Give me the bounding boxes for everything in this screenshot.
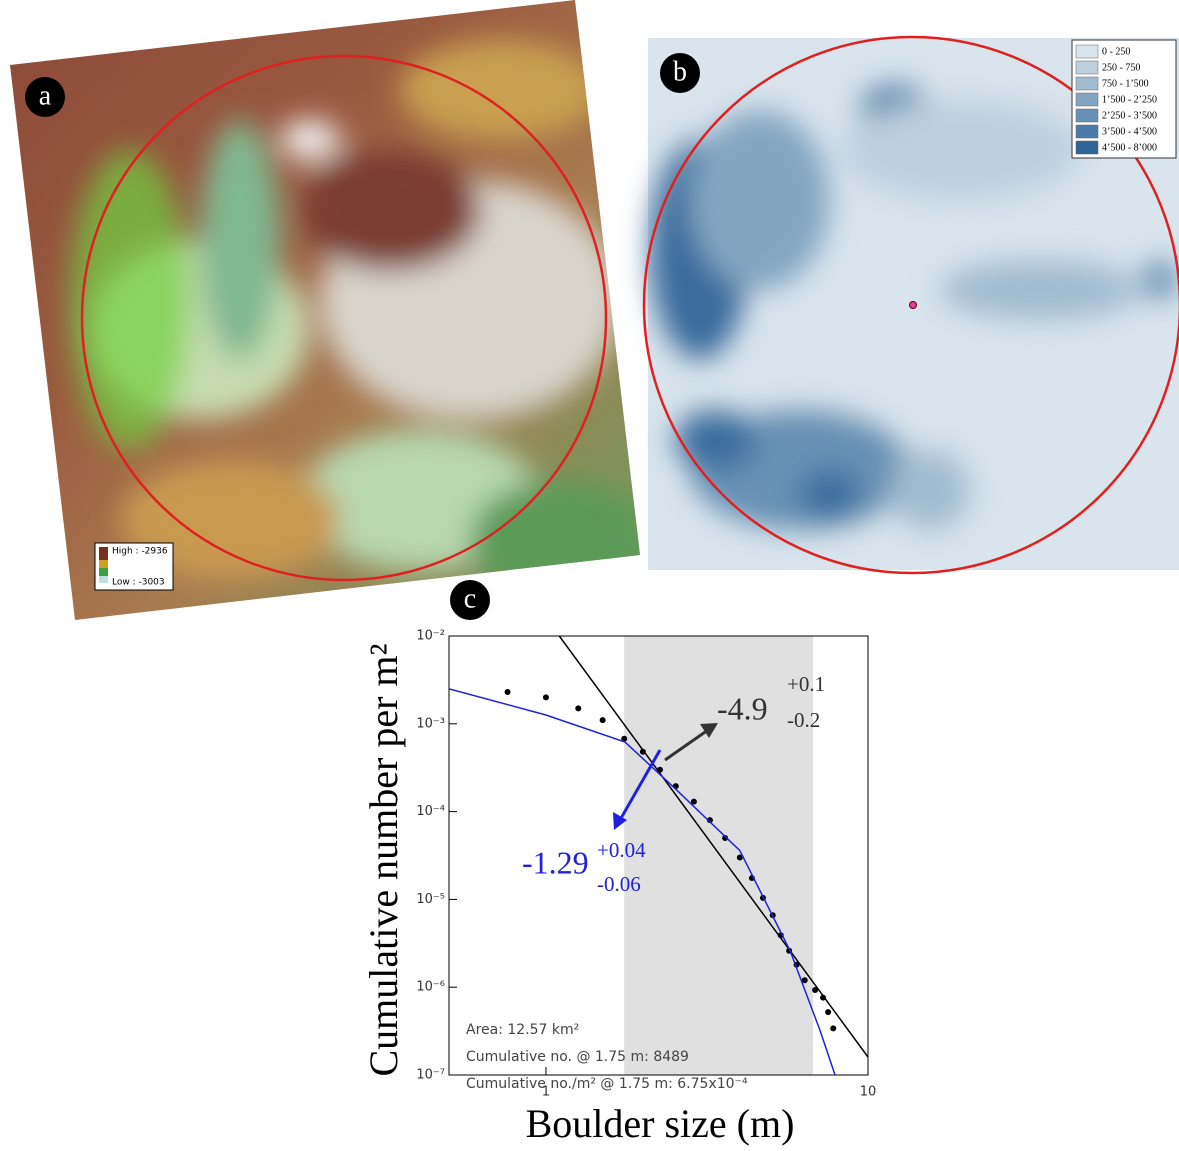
data-point <box>830 1025 836 1031</box>
y-axis-title: Cumulative number per m² <box>361 643 406 1076</box>
legend-label: 0 - 250 <box>1102 46 1130 57</box>
legend-swatch <box>1076 77 1098 90</box>
y-tick-label: 10⁻⁴ <box>416 804 445 819</box>
density-legend: 0 - 250 250 - 750 750 - 1’500 1’500 - 2’250… <box>1072 40 1176 158</box>
panel-label: c <box>464 583 476 614</box>
info-line: Area: 12.57 km² <box>466 1022 579 1038</box>
x-tick-label: 10 <box>860 1085 877 1100</box>
legend-label: 750 - 1’500 <box>1102 78 1149 89</box>
slope-lower: -0.2 <box>787 708 820 732</box>
y-tick-label: 10⁻³ <box>416 716 445 731</box>
legend-low: Low : -3003 <box>112 578 165 588</box>
legend-swatch <box>1076 125 1098 138</box>
data-point <box>825 1009 831 1015</box>
x-axis-title: Boulder size (m) <box>526 1101 795 1146</box>
legend-swatch <box>1076 109 1098 122</box>
data-point <box>543 694 549 700</box>
slope-value: -1.29 <box>522 844 589 880</box>
legend-label: 250 - 750 <box>1102 62 1140 73</box>
legend-label: 4’500 - 8’000 <box>1102 142 1157 153</box>
legend-swatch <box>1076 61 1098 74</box>
legend-label: 1’500 - 2’250 <box>1102 94 1157 105</box>
slope-lower: -0.06 <box>597 872 641 896</box>
panel-label: a <box>39 80 52 111</box>
legend-swatch <box>1076 93 1098 106</box>
elevation-legend: High : -2936 Low : -3003 <box>95 543 173 590</box>
data-point <box>600 717 606 723</box>
y-tick-label: 10⁻⁵ <box>416 892 445 907</box>
info-line: Cumulative no. @ 1.75 m: 8489 <box>466 1049 689 1065</box>
legend-label: 3’500 - 4’500 <box>1102 126 1157 137</box>
data-point <box>575 705 581 711</box>
y-tick-label: 10⁻⁷ <box>416 1068 445 1083</box>
slope-value: -4.9 <box>717 690 768 726</box>
legend-high: High : -2936 <box>112 547 168 557</box>
y-tick-label: 10⁻⁶ <box>416 980 445 995</box>
legend-swatch <box>1076 141 1098 154</box>
center-point <box>910 302 917 309</box>
slope-upper: +0.1 <box>787 672 825 696</box>
data-point <box>505 689 511 695</box>
legend-label: 2’250 - 3’500 <box>1102 110 1157 121</box>
y-tick-label: 10⁻² <box>416 629 445 644</box>
figure: High : -2936 Low : -3003 a 0 - 250 250 - … <box>0 0 1179 1151</box>
panel-label: b <box>673 56 687 87</box>
terrain-map <box>0 0 650 630</box>
slope-upper: +0.04 <box>597 838 646 862</box>
info-line: Cumulative no./m² @ 1.75 m: 6.75x10⁻⁴ <box>466 1076 748 1092</box>
legend-swatch <box>1076 45 1098 58</box>
